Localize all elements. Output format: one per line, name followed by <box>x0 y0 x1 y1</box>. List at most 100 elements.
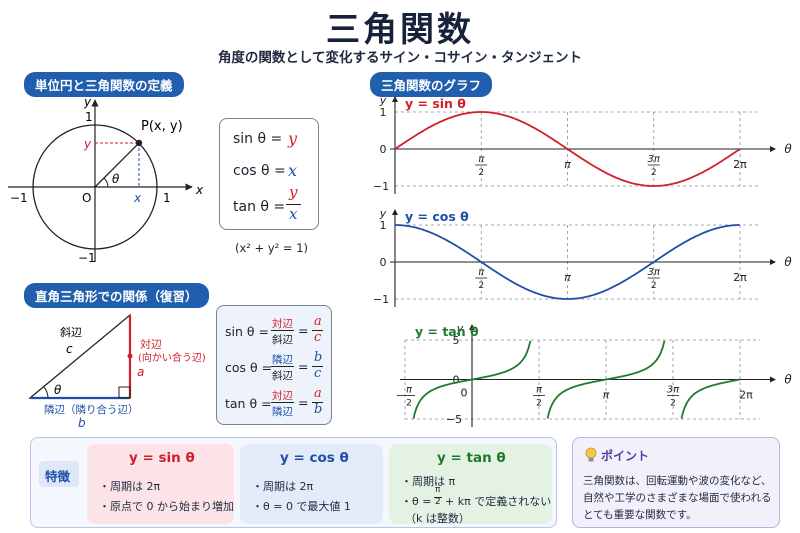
feature-tan-frac-den: 2 <box>435 497 441 507</box>
ratio-tan-lhs: tan θ = <box>225 396 272 411</box>
point-title: ポイント <box>601 449 650 463</box>
sin-curve <box>394 111 741 187</box>
ratio-cos-num: 隣辺 <box>272 354 293 366</box>
ratio-cos-vden: c <box>314 366 322 381</box>
y-axis-label: y <box>83 95 92 109</box>
tan-x-label: θ <box>784 373 792 387</box>
tan-xtick-neg-pi-half-den: 2 <box>406 399 412 409</box>
tan-curve-branch-1 <box>546 340 666 419</box>
definitions-box: sin θ = y cos θ = x tan θ = y x <box>219 118 319 230</box>
point-line3: とても重要な関数です。 <box>583 509 697 521</box>
cos-xtick-2pi: 2π <box>733 271 747 284</box>
cos-x-arrow <box>770 259 776 265</box>
def-cos-lhs: cos θ = <box>233 163 286 179</box>
proj-x-label: x <box>133 191 142 205</box>
feature-tan-title: y = tan θ <box>437 450 506 466</box>
sin-x-label: θ <box>784 142 792 156</box>
hypotenuse-name: 斜辺 <box>60 326 82 339</box>
tan-curve-branch-2 <box>680 378 741 419</box>
proj-y-label: y <box>83 137 92 151</box>
identity-note: (x² + y² = 1) <box>235 241 309 255</box>
angle-label: θ <box>112 172 120 186</box>
ratio-cos-vnum: b <box>314 350 323 365</box>
def-sin-rhs: y <box>288 129 298 148</box>
page-title: 三角関数 <box>326 10 474 50</box>
ratio-sin-num: 対辺 <box>272 318 293 330</box>
triangle-angle: θ <box>54 383 62 397</box>
cos-graph-title: y = cos θ <box>405 209 469 224</box>
def-tan-lhs: tan θ = <box>233 199 286 215</box>
ratio-cos-den: 斜辺 <box>272 370 293 382</box>
feature-cos-title: y = cos θ <box>280 450 349 466</box>
ratio-tan-vden: b <box>314 402 323 417</box>
ratio-cos-row: cos θ = 隣辺 斜辺 = b c <box>217 350 333 384</box>
ratio-sin-vden: c <box>314 330 322 345</box>
section-right-triangle: 直角三角形での関係（復習） <box>24 283 209 308</box>
point-box: ポイント 三角関数は、回転運動や波の変化など、 自然や工学のさまざまな場面で使わ… <box>572 437 780 528</box>
feature-cos-line1: ・周期は 2π <box>252 480 314 493</box>
cos-ytick-0: 0 <box>380 256 387 269</box>
features-label: 特徴 <box>45 469 71 484</box>
sin-ytick-0: 0 <box>380 143 387 156</box>
cos-xtick-pi: π <box>564 271 571 284</box>
tan-x-arrow <box>770 376 776 383</box>
cos-xtick-pi-half-num: π <box>478 267 485 278</box>
tick-one-y: 1 <box>85 110 93 124</box>
page-subtitle: 角度の関数として変化するサイン・コサイン・タンジェント <box>217 50 583 66</box>
ratio-tan-den: 隣辺 <box>272 406 293 418</box>
tan-xtick-neg-pi-half-num: π <box>406 385 413 396</box>
ratio-tan-row: tan θ = 対辺 隣辺 = a b <box>217 386 333 420</box>
sin-xtick-pi: π <box>564 158 571 171</box>
adjacent-var: b <box>78 416 86 430</box>
sin-ytick-1: 1 <box>380 106 387 119</box>
tan-curve-branch-0 <box>412 340 532 419</box>
def-tan-num: y <box>289 183 298 201</box>
feature-sin-line2: ・原点で 0 から始まり増加 <box>99 500 234 513</box>
def-cos-rhs: x <box>288 161 298 180</box>
def-tan-den: x <box>289 205 298 223</box>
def-sin-lhs: sin θ = <box>233 131 283 147</box>
feature-tan-line3: （k は整数） <box>405 512 470 525</box>
features-box: 特徴 y = sin θ ・周期は 2π ・原点で 0 から始まり増加 y = … <box>30 437 557 528</box>
cos-y-label: y <box>379 207 387 220</box>
feature-tan-frac-num: π <box>435 485 441 495</box>
tan-xtick-2pi: 2π <box>739 389 753 402</box>
tan-y-arrow <box>469 324 475 330</box>
feature-card-cos: y = cos θ ・周期は 2π ・θ = 0 で最大値 1 <box>240 444 383 524</box>
unit-circle-diagram: P(x, y) x y 1 −1 1 −1 O θ x y <box>8 95 204 265</box>
sin-xtick-2pi: 2π <box>733 158 747 171</box>
theta-arc <box>43 386 49 399</box>
section-graphs: 三角関数のグラフ <box>370 72 493 97</box>
sin-ytick-neg1: −1 <box>373 180 389 193</box>
ratio-sin-lhs: sin θ = <box>225 324 269 339</box>
tick-one-x: 1 <box>163 191 171 205</box>
tan-ytick-5: 5 <box>453 334 460 347</box>
point-p <box>135 139 143 147</box>
cos-ytick-1: 1 <box>380 219 387 232</box>
origin-label: O <box>82 191 91 205</box>
cos-ytick-neg1: −1 <box>373 293 389 306</box>
opposite-name: 対辺 <box>140 337 162 351</box>
features-label-badge: 特徴 <box>39 461 79 487</box>
cos-y-arrow <box>392 209 398 215</box>
sin-y-arrow <box>392 96 398 102</box>
tan-xtick-neg-pi-half-sign: − <box>396 391 404 402</box>
sin-graph-title: y = sin θ <box>405 96 466 111</box>
ratio-cos-eq: = <box>298 359 309 374</box>
tick-neg-one-y: −1 <box>78 251 96 265</box>
tan-y-label: y <box>456 322 464 335</box>
cos-curve <box>395 224 740 300</box>
feature-cos-line2: ・θ = 0 で最大値 1 <box>252 500 351 513</box>
tan-xtick-0: 0 <box>461 387 468 400</box>
sin-xtick-3pi-half-num: 3π <box>648 154 661 165</box>
feature-tan-line1: ・周期は π <box>401 475 456 488</box>
feature-sin-title: y = sin θ <box>129 450 195 466</box>
adjacent-name: 隣辺（隣り合う辺） <box>44 403 139 416</box>
sin-xtick-3pi-half-den: 2 <box>651 168 657 178</box>
section-unit-circle: 単位円と三角関数の定義 <box>24 72 184 97</box>
sin-xtick-pi-half-num: π <box>478 154 485 165</box>
tan-xtick-3pi-half-den: 2 <box>670 399 676 409</box>
tan-ytick-0: 0 <box>453 374 460 387</box>
point-p-label: P(x, y) <box>141 119 183 134</box>
